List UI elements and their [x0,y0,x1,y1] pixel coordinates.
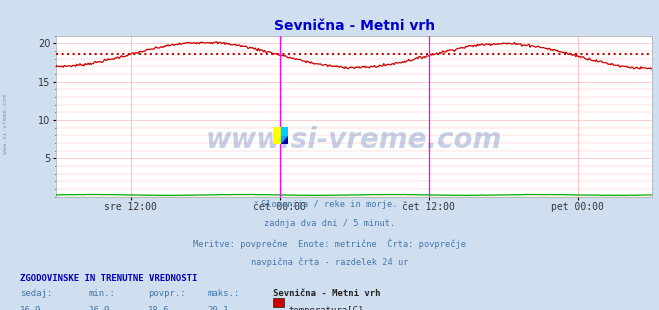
Text: 16,9: 16,9 [20,306,42,310]
Text: www.si-vreme.com: www.si-vreme.com [206,126,502,154]
Title: Sevnična - Metni vrh: Sevnična - Metni vrh [273,19,435,33]
Text: ZGODOVINSKE IN TRENUTNE VREDNOSTI: ZGODOVINSKE IN TRENUTNE VREDNOSTI [20,274,197,283]
Text: 18,6: 18,6 [148,306,170,310]
Text: Sevnična - Metni vrh: Sevnična - Metni vrh [273,289,381,298]
Bar [281,127,288,135]
Text: min.:: min.: [89,289,116,298]
Text: Slovenija / reke in morje.: Slovenija / reke in morje. [261,200,398,209]
Text: maks.:: maks.: [208,289,240,298]
Polygon shape [281,135,288,144]
Text: sedaj:: sedaj: [20,289,52,298]
Text: povpr.:: povpr.: [148,289,186,298]
Text: 20,1: 20,1 [208,306,229,310]
Text: zadnja dva dni / 5 minut.: zadnja dva dni / 5 minut. [264,219,395,228]
Text: 16,9: 16,9 [89,306,111,310]
Text: Meritve: povprečne  Enote: metrične  Črta: povprečje: Meritve: povprečne Enote: metrične Črta:… [193,238,466,249]
Text: temperatura[C]: temperatura[C] [288,306,363,310]
Bar [281,135,288,144]
Text: navpična črta - razdelek 24 ur: navpična črta - razdelek 24 ur [251,258,408,267]
Text: www.si-vreme.com: www.si-vreme.com [3,94,8,154]
